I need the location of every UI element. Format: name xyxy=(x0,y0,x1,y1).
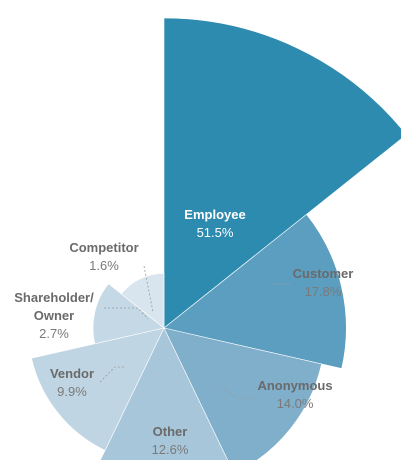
slice-label-shareholder-owner-line-2: Owner xyxy=(34,308,74,323)
slice-other xyxy=(100,327,228,460)
slice-customer xyxy=(163,213,347,369)
slice-employee xyxy=(163,17,401,329)
slice-label-anonymous: Anonymous xyxy=(257,378,332,393)
slice-value-employee: 51.5% xyxy=(197,225,234,240)
slice-label-competitor: Competitor xyxy=(69,240,138,255)
leader-line-shareholder-owner xyxy=(104,307,149,320)
leader-line-vendor xyxy=(99,366,124,383)
slice-competitor xyxy=(120,273,165,329)
slice-value-other: 12.6% xyxy=(152,442,189,457)
slice-value-vendor: 9.9% xyxy=(57,384,87,399)
slice-value-customer: 17.8% xyxy=(305,284,342,299)
slice-label-other: Other xyxy=(153,424,188,439)
slice-label-employee: Employee xyxy=(184,207,245,222)
slice-value-shareholder-owner: 2.7% xyxy=(39,326,69,341)
slice-label-customer: Customer xyxy=(293,266,354,281)
slice-vendor xyxy=(31,327,165,451)
slice-anonymous xyxy=(163,327,322,460)
leader-line-anonymous xyxy=(219,384,254,399)
slice-value-anonymous: 14.0% xyxy=(277,396,314,411)
slice-label-vendor: Vendor xyxy=(50,366,94,381)
slice-value-competitor: 1.6% xyxy=(89,258,119,273)
slice-label-shareholder-owner-line-1: Shareholder/ xyxy=(14,290,94,305)
slice-shareholder-owner xyxy=(92,283,165,345)
